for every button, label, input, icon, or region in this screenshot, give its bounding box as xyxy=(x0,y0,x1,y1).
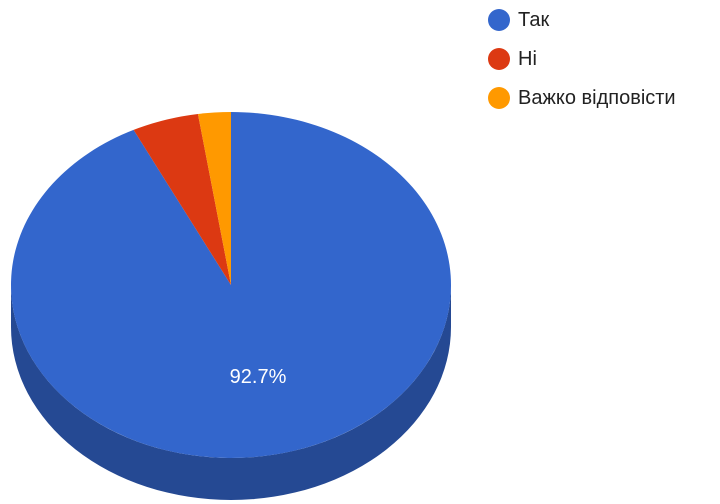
legend-swatch-icon xyxy=(488,9,510,31)
legend-label: Важко відповісти xyxy=(518,86,676,109)
legend-item-2[interactable]: Важко відповісти xyxy=(488,86,676,110)
chart-legend: Так Ні Важко відповісти xyxy=(488,8,676,125)
legend-swatch-icon xyxy=(488,87,510,109)
pie-slice-2 xyxy=(197,112,231,285)
legend-item-0[interactable]: Так xyxy=(488,8,676,32)
data-label-0: 92.7% xyxy=(230,366,287,388)
pie-slice-1 xyxy=(133,113,231,285)
pie-slice-0 xyxy=(10,112,451,458)
legend-label: Ні xyxy=(518,47,537,70)
legend-item-1[interactable]: Ні xyxy=(488,47,676,71)
legend-label: Так xyxy=(518,8,550,31)
legend-swatch-icon xyxy=(488,48,510,70)
pie-slice-side-0 xyxy=(11,285,451,500)
